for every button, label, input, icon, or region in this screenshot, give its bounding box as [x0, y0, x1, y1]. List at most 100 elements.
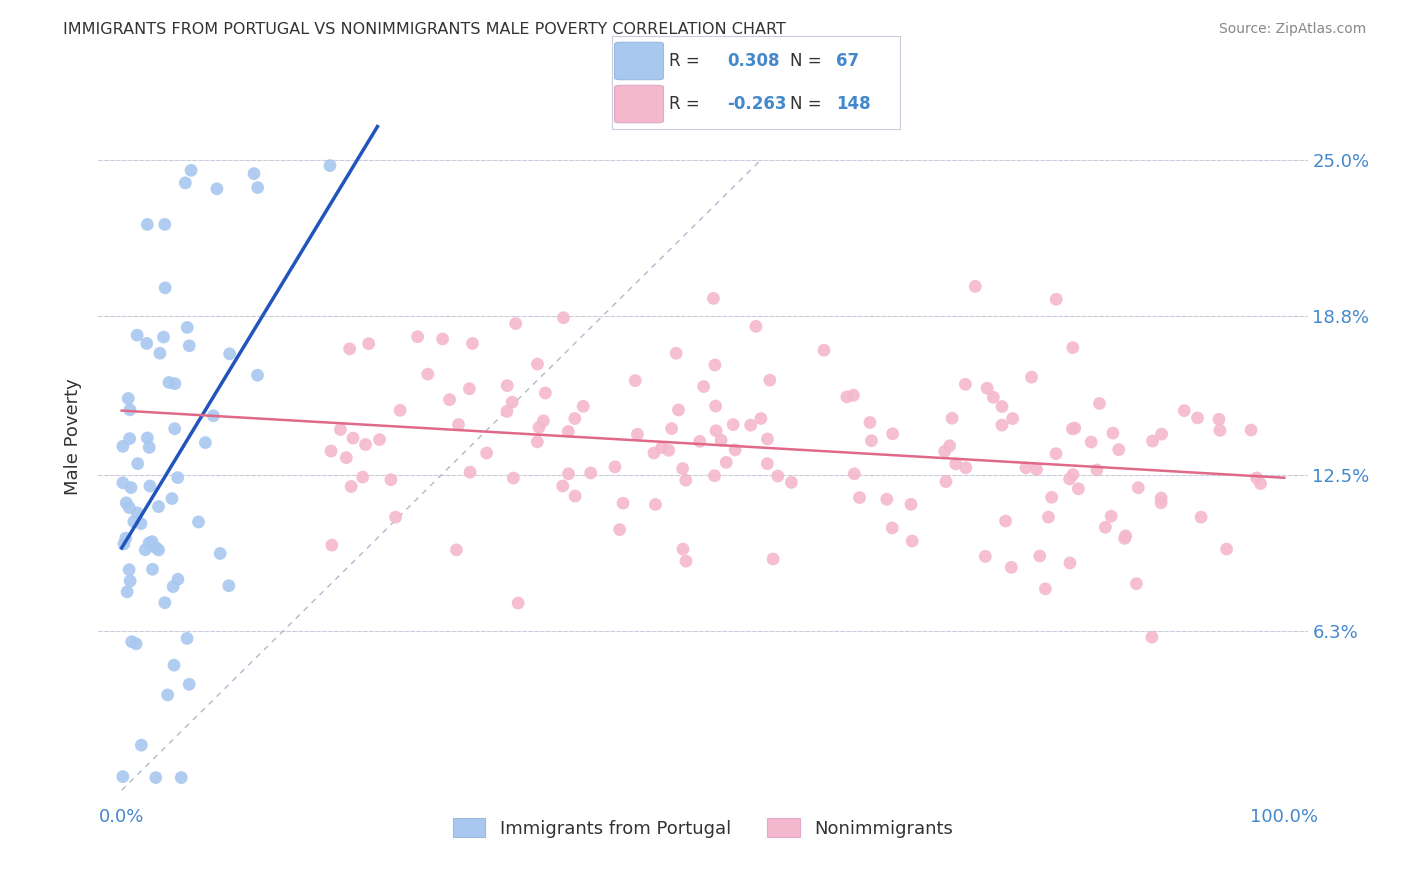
Nonimmigrants — [1150, 427, 1173, 442]
Nonimmigrants — [675, 554, 697, 568]
Nonimmigrants — [876, 492, 898, 507]
Immigrants from Portugal — [163, 422, 186, 436]
Nonimmigrants — [1240, 423, 1263, 437]
Nonimmigrants — [564, 489, 586, 503]
Nonimmigrants — [1001, 411, 1024, 425]
Immigrants from Portugal — [145, 541, 167, 555]
Nonimmigrants — [496, 378, 519, 392]
Immigrants from Portugal — [153, 218, 176, 232]
Nonimmigrants — [579, 466, 602, 480]
Nonimmigrants — [505, 317, 527, 331]
Nonimmigrants — [991, 418, 1014, 433]
Nonimmigrants — [1062, 467, 1084, 482]
Nonimmigrants — [938, 439, 960, 453]
Nonimmigrants — [1173, 403, 1195, 417]
Nonimmigrants — [1059, 556, 1081, 570]
Nonimmigrants — [496, 404, 519, 418]
Nonimmigrants — [1108, 442, 1130, 457]
Immigrants from Portugal — [187, 515, 209, 529]
Nonimmigrants — [335, 450, 357, 465]
Nonimmigrants — [702, 291, 724, 305]
Nonimmigrants — [692, 379, 714, 393]
Nonimmigrants — [901, 534, 924, 549]
Immigrants from Portugal — [127, 506, 149, 520]
Nonimmigrants — [1062, 341, 1084, 355]
Immigrants from Portugal — [121, 634, 143, 648]
Nonimmigrants — [1080, 435, 1102, 450]
Text: N =: N = — [790, 95, 827, 113]
Immigrants from Portugal — [209, 547, 232, 561]
Nonimmigrants — [675, 473, 697, 487]
Immigrants from Portugal — [179, 339, 201, 353]
Nonimmigrants — [357, 336, 380, 351]
Immigrants from Portugal — [138, 441, 160, 455]
Nonimmigrants — [1250, 476, 1272, 491]
Immigrants from Portugal — [138, 536, 160, 550]
Immigrants from Portugal — [152, 330, 174, 344]
Nonimmigrants — [644, 498, 666, 512]
Nonimmigrants — [1187, 410, 1209, 425]
Nonimmigrants — [758, 373, 780, 387]
Nonimmigrants — [934, 444, 956, 458]
Legend: Immigrants from Portugal, Nonimmigrants: Immigrants from Portugal, Nonimmigrants — [446, 811, 960, 845]
Nonimmigrants — [981, 390, 1004, 404]
Text: 67: 67 — [837, 52, 859, 70]
Immigrants from Portugal — [170, 771, 193, 785]
Nonimmigrants — [1114, 532, 1136, 546]
Immigrants from Portugal — [202, 409, 225, 423]
Immigrants from Portugal — [148, 543, 170, 558]
Nonimmigrants — [935, 475, 957, 489]
Nonimmigrants — [458, 465, 481, 479]
Immigrants from Portugal — [134, 542, 156, 557]
Nonimmigrants — [974, 549, 997, 564]
Nonimmigrants — [380, 473, 402, 487]
Nonimmigrants — [342, 431, 364, 445]
Immigrants from Portugal — [120, 481, 142, 495]
Text: R =: R = — [669, 52, 706, 70]
Nonimmigrants — [1021, 370, 1043, 384]
Immigrants from Portugal — [115, 496, 138, 510]
Nonimmigrants — [458, 382, 481, 396]
Nonimmigrants — [672, 461, 695, 475]
Nonimmigrants — [941, 411, 963, 425]
Nonimmigrants — [624, 374, 647, 388]
Nonimmigrants — [406, 329, 429, 343]
Immigrants from Portugal — [112, 537, 135, 551]
Nonimmigrants — [1088, 396, 1111, 410]
Immigrants from Portugal — [153, 281, 176, 295]
Nonimmigrants — [1015, 460, 1038, 475]
Immigrants from Portugal — [157, 376, 180, 390]
Nonimmigrants — [745, 319, 768, 334]
Nonimmigrants — [994, 514, 1017, 528]
Nonimmigrants — [643, 446, 665, 460]
Nonimmigrants — [1150, 496, 1173, 510]
Immigrants from Portugal — [246, 180, 269, 194]
Nonimmigrants — [762, 552, 785, 566]
Nonimmigrants — [526, 434, 548, 449]
Nonimmigrants — [1085, 463, 1108, 477]
Nonimmigrants — [1215, 542, 1237, 557]
Nonimmigrants — [508, 596, 530, 610]
Nonimmigrants — [651, 441, 673, 455]
FancyBboxPatch shape — [614, 86, 664, 123]
Nonimmigrants — [1209, 424, 1232, 438]
Immigrants from Portugal — [148, 500, 170, 514]
Immigrants from Portugal — [153, 596, 176, 610]
Text: Source: ZipAtlas.com: Source: ZipAtlas.com — [1219, 22, 1367, 37]
Text: 148: 148 — [837, 95, 872, 113]
Immigrants from Portugal — [163, 658, 186, 673]
Nonimmigrants — [340, 479, 363, 493]
Immigrants from Portugal — [118, 563, 141, 577]
Immigrants from Portugal — [141, 534, 163, 549]
Nonimmigrants — [1062, 422, 1084, 436]
Immigrants from Portugal — [129, 516, 152, 531]
Nonimmigrants — [1038, 510, 1060, 524]
Immigrants from Portugal — [167, 572, 190, 586]
Immigrants from Portugal — [180, 163, 202, 178]
Nonimmigrants — [704, 399, 727, 413]
Nonimmigrants — [658, 443, 681, 458]
Nonimmigrants — [501, 395, 523, 409]
Immigrants from Portugal — [118, 500, 141, 515]
Nonimmigrants — [749, 411, 772, 425]
Nonimmigrants — [557, 467, 579, 481]
